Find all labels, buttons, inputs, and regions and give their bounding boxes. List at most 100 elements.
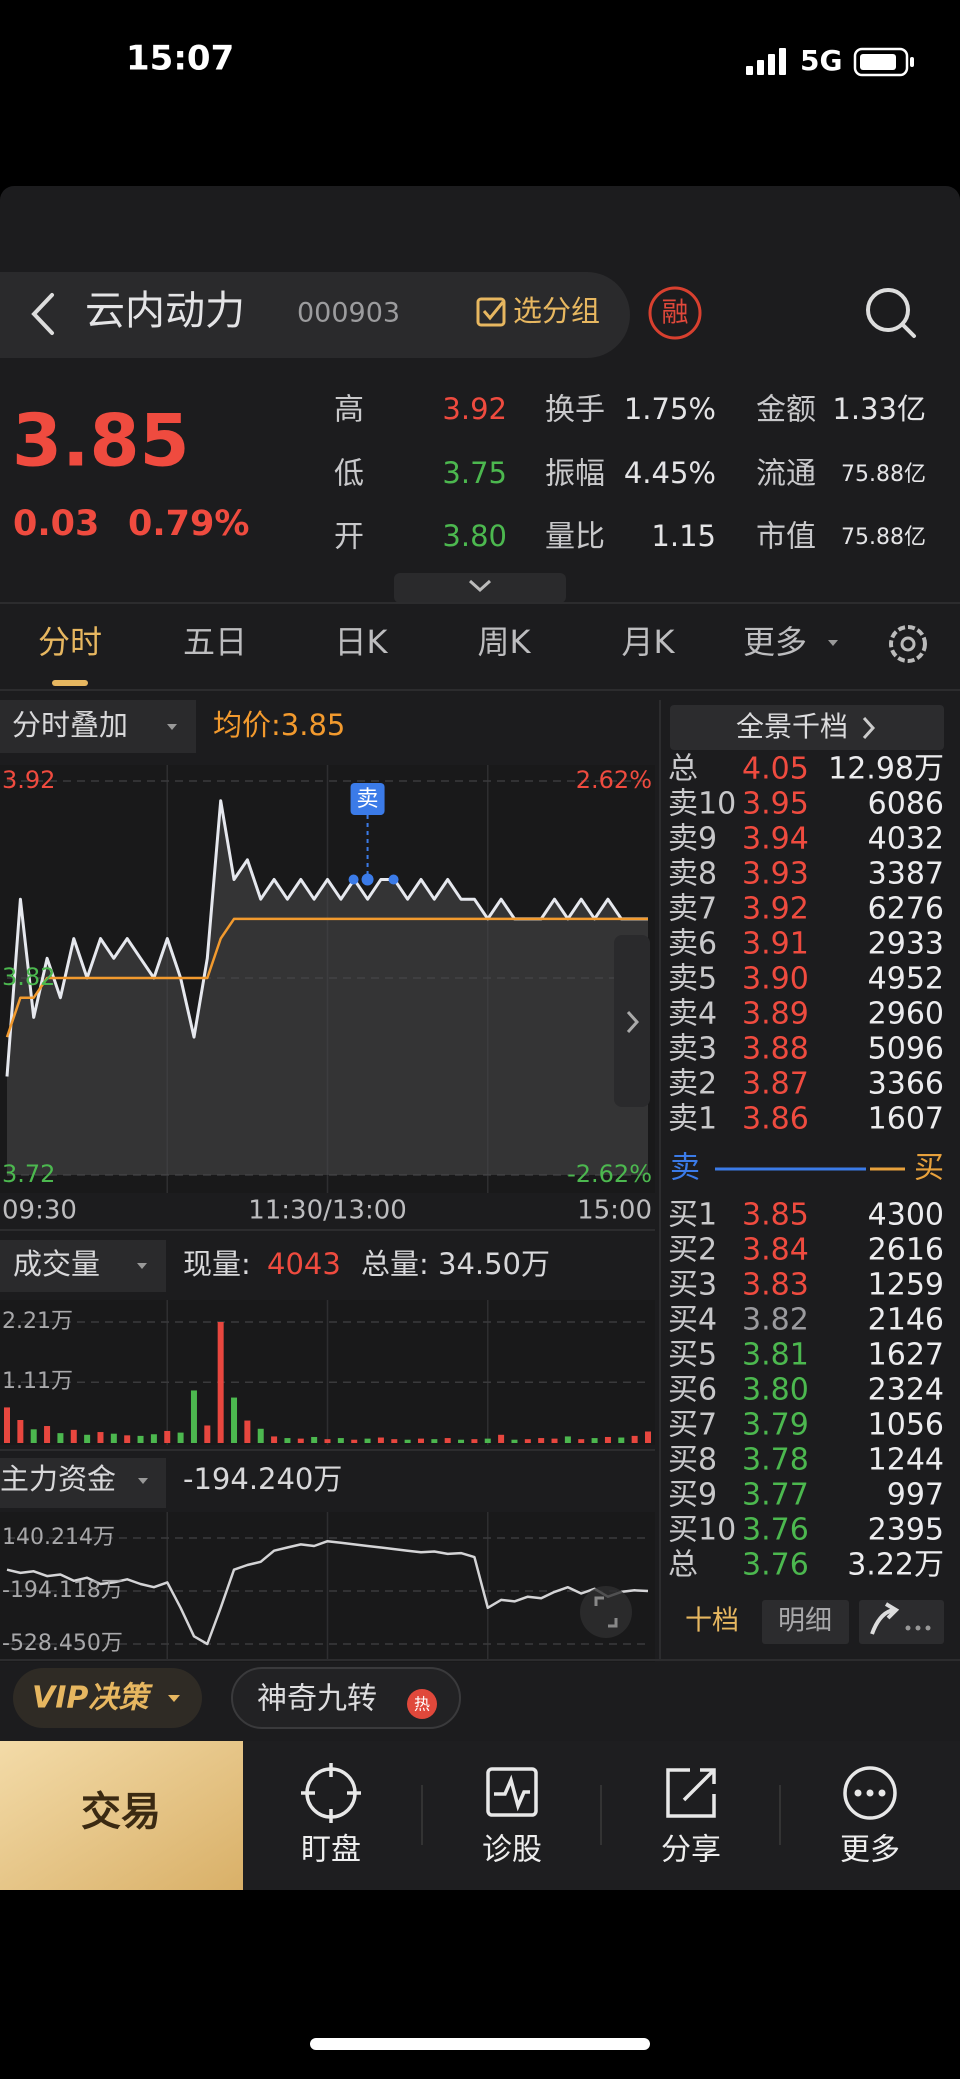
- vip-label[interactable]: VIP决策: [32, 1681, 153, 1716]
- status-network: 5G: [800, 44, 842, 77]
- chart-title[interactable]: 主力资金: [0, 1462, 116, 1496]
- order-label: 买2: [668, 1233, 717, 1268]
- order-volume: 2960: [868, 997, 944, 1032]
- tab[interactable]: 月K: [622, 623, 676, 661]
- volume-bar: [564, 1436, 571, 1443]
- stock-code: 000903: [297, 298, 400, 329]
- order-volume: 1259: [868, 1268, 944, 1303]
- volume-bar: [164, 1430, 171, 1443]
- trade-button[interactable]: 交易: [81, 1789, 161, 1835]
- volume-bar: [284, 1438, 291, 1443]
- order-price: 3.79: [742, 1408, 809, 1443]
- volume-bar: [97, 1432, 104, 1443]
- nav-button[interactable]: 分享: [661, 1833, 721, 1868]
- order-volume: 3.22万: [847, 1548, 944, 1583]
- volume-bar: [190, 1390, 197, 1443]
- volume-bar: [217, 1322, 224, 1443]
- volume-bar: [471, 1439, 478, 1443]
- order-volume: 2395: [868, 1513, 944, 1548]
- order-volume: 5096: [868, 1032, 944, 1067]
- order-label: 买7: [668, 1408, 717, 1443]
- fund-value: -194.240万: [183, 1462, 342, 1496]
- hot-badge: 热: [414, 1695, 430, 1714]
- detail-button-bg[interactable]: [762, 1600, 849, 1644]
- search-button[interactable]: [866, 288, 910, 332]
- volume-bar: [551, 1438, 558, 1443]
- group-icon-check: [482, 301, 505, 321]
- x-tick-label: 11:30/13:00: [248, 1196, 407, 1226]
- tab[interactable]: 分时: [38, 623, 102, 661]
- nav-button[interactable]: 诊股: [482, 1833, 542, 1868]
- settings-button[interactable]: [889, 625, 927, 663]
- watch-icon-cross: [301, 1763, 361, 1823]
- chart-header-bg: [0, 700, 196, 753]
- side-expand-chevron: [626, 1010, 640, 1034]
- expand-chevron: [468, 579, 492, 593]
- volume-bar: [377, 1437, 384, 1443]
- fullscreen-button[interactable]: [580, 1586, 632, 1638]
- share-icon: [666, 1768, 716, 1818]
- stat-label: 量比: [545, 520, 605, 555]
- order-label: 卖5: [668, 962, 717, 997]
- side-expand-tab[interactable]: [614, 935, 650, 1107]
- nav-button[interactable]: 更多: [840, 1833, 900, 1868]
- volume-bar: [297, 1438, 304, 1443]
- volume-bar: [244, 1420, 251, 1443]
- volume-bar: [604, 1436, 611, 1443]
- order-book-title: 全景千档: [736, 710, 848, 743]
- tool-pill[interactable]: [231, 1667, 461, 1729]
- trade-button-bg[interactable]: [0, 1741, 243, 1890]
- tab[interactable]: 周K: [478, 623, 532, 661]
- more-icon-dot: [878, 1789, 886, 1797]
- more-icon-dot: [854, 1789, 862, 1797]
- stat-label: 低: [334, 457, 364, 492]
- stat-value: 3.92: [442, 392, 507, 426]
- x-tick-label: 09:30: [2, 1196, 77, 1226]
- order-price: 4.05: [742, 752, 809, 787]
- vip-pill[interactable]: [13, 1668, 202, 1728]
- volume-bar: [204, 1425, 211, 1443]
- nav-button[interactable]: 盯盘: [301, 1833, 361, 1868]
- order-volume: 2933: [868, 927, 944, 962]
- volume-bar: [364, 1438, 371, 1443]
- volume-bar: [538, 1438, 545, 1443]
- order-price: 3.77: [742, 1478, 809, 1513]
- order-price: 3.87: [742, 1067, 809, 1102]
- stock-name: 云内动力: [85, 288, 245, 334]
- tab[interactable]: 五日: [183, 623, 247, 661]
- price-change-pct: 0.79%: [128, 504, 249, 544]
- y-tick-label: 3.92: [2, 766, 55, 794]
- chart-title[interactable]: 分时叠加: [12, 708, 128, 742]
- back-button[interactable]: [31, 293, 54, 335]
- stat-label: 市值: [756, 520, 816, 555]
- order-label: 买6: [668, 1373, 717, 1408]
- volume-bar: [591, 1438, 598, 1443]
- annotation-badge: [350, 783, 385, 815]
- tool-label[interactable]: 神奇九转: [257, 1682, 377, 1717]
- order-price: 3.88: [742, 1032, 809, 1067]
- tab-more-caret: [828, 640, 838, 646]
- order-price: 3.89: [742, 997, 809, 1032]
- group-button[interactable]: 选分组: [513, 294, 600, 328]
- volume-total: 总量: 34.50万: [361, 1247, 550, 1281]
- dropdown-caret: [138, 1478, 148, 1484]
- battery-icon: [853, 47, 914, 77]
- detail-button[interactable]: 明细: [778, 1606, 832, 1637]
- volume-bar: [578, 1439, 585, 1443]
- tab[interactable]: 日K: [335, 623, 389, 661]
- chart-title[interactable]: 成交量: [13, 1247, 100, 1281]
- volume-bar: [391, 1439, 398, 1443]
- annotation-point-aux: [348, 874, 359, 885]
- order-book-header[interactable]: [670, 705, 944, 750]
- extra-dots: [925, 1625, 931, 1631]
- extra-button[interactable]: [859, 1600, 944, 1644]
- volume-bar: [431, 1439, 438, 1443]
- order-price: 3.94: [742, 822, 809, 857]
- volume-bar: [150, 1434, 157, 1443]
- tab[interactable]: 更多: [743, 623, 807, 661]
- extra-dots: [915, 1625, 921, 1631]
- depth-button[interactable]: 十档: [685, 1606, 739, 1637]
- stat-value: 75.88亿: [841, 525, 926, 550]
- fund-line: [6, 1539, 649, 1646]
- order-label: 买1: [668, 1198, 717, 1233]
